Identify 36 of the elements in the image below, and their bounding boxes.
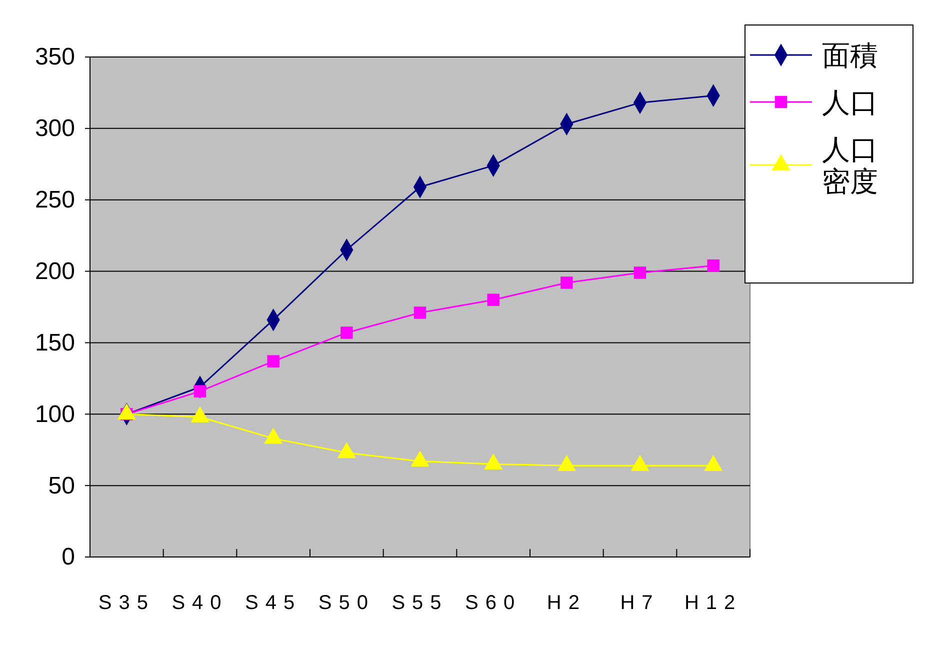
legend-label: 人口密度 xyxy=(822,134,878,197)
point xyxy=(560,276,573,289)
x-tick-label: S50 xyxy=(318,592,375,614)
point xyxy=(634,266,646,279)
point xyxy=(264,428,283,444)
point xyxy=(484,453,503,470)
x-tick-label: S45 xyxy=(245,592,302,614)
point xyxy=(337,442,356,458)
legend-label: 面積 xyxy=(822,40,878,71)
y-tick-label: 50 xyxy=(48,472,75,500)
x-tick-label: H2 xyxy=(546,592,586,614)
x-tick-label: H12 xyxy=(684,592,742,614)
point xyxy=(487,294,500,306)
y-tick-label: 0 xyxy=(62,544,75,571)
point xyxy=(630,454,650,471)
x-tick-label: S55 xyxy=(392,592,448,614)
y-tick-label: 200 xyxy=(34,258,75,285)
y-tick-label: 100 xyxy=(34,400,75,428)
legend-label: 人口 xyxy=(822,87,878,118)
point xyxy=(414,306,426,319)
point xyxy=(190,406,210,422)
x-tick-label: H7 xyxy=(620,592,660,614)
y-tick-label: 150 xyxy=(34,329,75,356)
point xyxy=(707,259,720,272)
point xyxy=(267,355,280,368)
point xyxy=(557,454,576,471)
x-tick-label: S60 xyxy=(465,592,522,614)
point xyxy=(704,454,723,471)
point xyxy=(340,326,353,339)
y-tick-label: 250 xyxy=(34,186,75,214)
x-tick-label: S35 xyxy=(98,592,155,614)
y-tick-label: 300 xyxy=(34,115,75,142)
y-tick-label: 350 xyxy=(34,44,75,71)
point xyxy=(117,403,136,420)
x-tick-label: S40 xyxy=(172,592,228,614)
point xyxy=(410,450,430,467)
